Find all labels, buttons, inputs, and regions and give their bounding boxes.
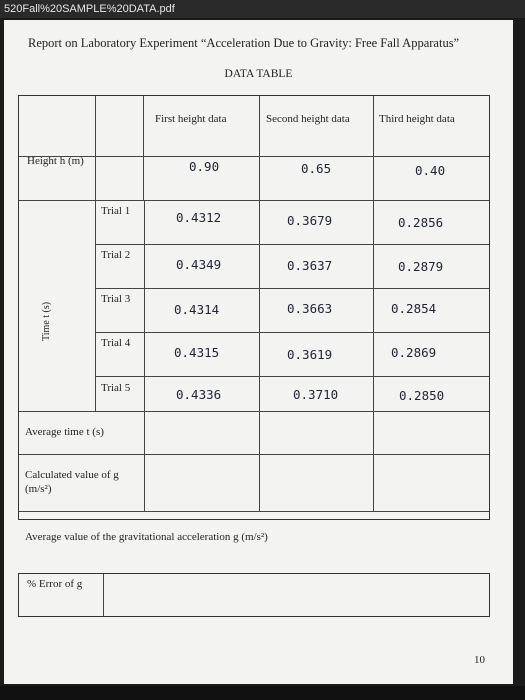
trial-1-value-third: 0.2856 [398,215,444,230]
trial-3-value-first: 0.4314 [174,302,220,317]
trial-label-5: Trial 5 [101,382,131,394]
trial-4-value-second: 0.3619 [287,347,333,362]
trial-4-value-first: 0.4315 [174,345,220,360]
trial-label-1: Trial 1 [101,205,131,217]
time-axis-label: Time t (s) [41,301,52,341]
trial-2-value-first: 0.4349 [176,257,222,272]
average-time-label: Average time t (s) [25,426,104,438]
height-label: Height h (m) [27,155,84,167]
trial-3-value-third: 0.2854 [391,301,437,316]
trial-5-value-second: 0.3710 [293,387,339,402]
column-header-first: First height data [155,113,227,125]
viewer-bottom-bar [0,686,525,700]
percent-error-label: % Error of g [27,578,83,590]
column-header-second: Second height data [266,113,350,125]
trial-3-value-second: 0.3663 [287,301,333,316]
document-filename: 520Fall%20SAMPLE%20DATA.pdf [0,0,525,18]
trial-1-value-second: 0.3679 [287,213,333,228]
data-table: First height data Second height data Thi… [18,95,490,543]
trial-5-value-first: 0.4336 [176,387,222,402]
height-value-third: 0.40 [415,163,446,178]
report-title: Report on Laboratory Experiment “Acceler… [28,36,460,50]
document-page: Report on Laboratory Experiment “Acceler… [4,20,513,684]
average-g-label: Average value of the gravitational accel… [25,531,268,543]
page-number: 10 [474,654,485,666]
trial-2-value-second: 0.3637 [287,258,333,273]
height-value-second: 0.65 [301,161,332,176]
trial-label-2: Trial 2 [101,249,131,261]
trial-4-value-third: 0.2869 [391,345,437,360]
height-value-first: 0.90 [189,159,220,174]
percent-error-table: % Error of g [18,573,490,617]
calculated-g-label: Calculated value of g [25,469,119,481]
calculated-g-units: (m/s²) [25,483,52,495]
trial-5-value-third: 0.2850 [399,388,445,403]
trial-label-4: Trial 4 [101,337,131,349]
trial-1-value-first: 0.4312 [176,210,222,225]
trial-label-3: Trial 3 [101,293,131,305]
column-header-third: Third height data [379,113,455,125]
trial-2-value-third: 0.2879 [398,259,444,274]
table-caption: DATA TABLE [224,68,293,80]
